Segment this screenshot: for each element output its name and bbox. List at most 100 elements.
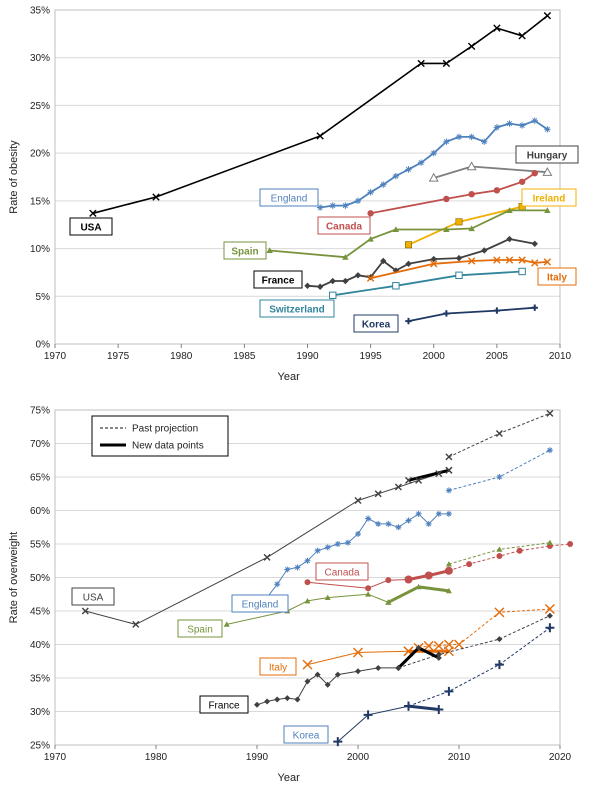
overweight-point-england [445, 510, 452, 517]
overweight-projection-korea [408, 627, 551, 707]
obesity-chart: 0% 5% 10% 15% 20% 25% 30% 35% 1970 1975 1980 1985 19… [8, 6, 579, 383]
overweight-point-france [304, 678, 311, 685]
overweight-label-france-box [199, 695, 249, 714]
obesity-point-italy [531, 259, 539, 267]
obesity-xtick-label: 1990 [296, 351, 319, 362]
obesity-point-spain [544, 207, 551, 213]
obesity-point-canada [531, 169, 538, 177]
overweight-ytick-label: 75% [30, 406, 50, 417]
overweight-projection-point-korea [494, 660, 504, 670]
overweight-point-spain [223, 621, 230, 627]
obesity-x-axis-title: Year [278, 371, 301, 383]
overweight-projection-point-england [496, 474, 503, 480]
obesity-point-england [468, 133, 475, 141]
overweight-legend-label: Past projection [132, 424, 198, 435]
overweight-label-canada: Canada [315, 562, 369, 581]
obesity-label-korea-text: Korea [362, 320, 391, 331]
obesity-plot-frame [54, 9, 561, 345]
overweight-point-usa [263, 553, 271, 561]
overweight-newdata-point-france [435, 654, 442, 661]
obesity-label-ireland: Ireland [521, 188, 577, 207]
obesity-point-usa [493, 24, 501, 32]
overweight-xtick-label: 1990 [246, 752, 269, 763]
overweight-point-usa [81, 607, 89, 615]
obesity-line-switzerland [332, 270, 523, 297]
obesity-xtick-label: 1975 [107, 351, 130, 362]
obesity-label-canada: Canada [317, 216, 371, 235]
overweight-point-france [314, 671, 321, 678]
obesity-point-spain [506, 207, 513, 213]
obesity-point-switzerland [455, 271, 463, 279]
overweight-y-axis-title: Rate of overweight [8, 532, 20, 624]
obesity-label-switzerland: Switzerland [259, 299, 335, 318]
overweight-ytick-label: 70% [30, 439, 50, 450]
overweight-label-usa-box [71, 587, 115, 606]
overweight-point-england [375, 520, 382, 527]
overweight-label-usa-text: USA [83, 593, 104, 604]
overweight-point-england [324, 544, 331, 551]
obesity-y-axis-title: Rate of obesity [8, 140, 20, 214]
overweight-label-italy: Italy [259, 657, 297, 676]
obesity-point-england [392, 172, 400, 180]
overweight-ytick-label: 40% [30, 640, 50, 651]
overweight-projection-point-italy [433, 640, 444, 651]
obesity-point-hungary [542, 167, 553, 176]
overweight-point-korea [363, 710, 373, 720]
overweight-point-england [425, 520, 432, 527]
overweight-point-england [415, 510, 422, 517]
overweight-label-spain-text: Spain [187, 625, 213, 636]
obesity-point-england [481, 138, 488, 145]
obesity-xtick-label: 2005 [486, 351, 509, 362]
obesity-point-canada [468, 190, 475, 198]
overweight-point-france [355, 668, 361, 675]
overweight-point-usa [435, 470, 443, 478]
obesity-label-hungary: Hungary [515, 145, 579, 164]
obesity-point-france [405, 260, 412, 268]
obesity-point-england [544, 126, 551, 133]
overweight-projection-point-usa [495, 429, 503, 437]
overweight-label-italy-box [259, 657, 297, 676]
obesity-point-england [417, 159, 425, 166]
obesity-point-spain [342, 253, 349, 260]
obesity-point-italy [518, 256, 526, 264]
overweight-plot-frame [54, 409, 561, 746]
obesity-point-england [380, 181, 387, 188]
overweight-projection-france [398, 615, 551, 669]
overweight-newdata-point-canada [444, 566, 453, 575]
overweight-ytick-label: 25% [30, 741, 50, 752]
overweight-point-canada [365, 585, 372, 592]
obesity-ytick-label: 0% [36, 340, 51, 351]
obesity-label-switzerland-box [259, 299, 335, 318]
obesity-label-korea-box [353, 314, 399, 333]
overweight-point-england [304, 557, 311, 564]
obesity-point-usa [467, 42, 476, 50]
overweight-point-france [294, 696, 301, 703]
overweight-line-canada [307, 579, 409, 589]
overweight-ytick-label: 35% [30, 674, 50, 685]
overweight-point-england [314, 547, 321, 554]
overweight-x-axis-title: Year [278, 772, 301, 784]
overweight-point-france [254, 701, 260, 708]
obesity-ytick-label: 5% [36, 292, 51, 303]
overweight-projection-point-usa [445, 453, 453, 461]
overweight-label-spain: Spain [177, 619, 223, 638]
overweight-projection-point-canada [567, 541, 574, 547]
overweight-projection-point-england [546, 447, 553, 454]
obesity-line-england [319, 119, 548, 209]
obesity-line-spain [269, 209, 548, 259]
overweight-label-canada-text: Canada [324, 568, 359, 579]
obesity-line-france [307, 238, 535, 288]
overweight-projection-point-spain [546, 539, 553, 546]
overweight-point-france [334, 671, 341, 678]
obesity-label-usa: USA [69, 217, 113, 236]
overweight-newdata-point-usa [405, 476, 412, 484]
overweight-point-spain [365, 591, 372, 597]
obesity-label-france: France [253, 270, 303, 289]
obesity-ytick-label: 35% [30, 6, 50, 17]
obesity-point-switzerland [392, 282, 400, 290]
overweight-point-england [334, 541, 341, 547]
obesity-point-spain [468, 225, 475, 232]
overweight-point-england [294, 564, 301, 571]
obesity-line-canada [370, 172, 536, 215]
overweight-point-france [264, 698, 271, 705]
